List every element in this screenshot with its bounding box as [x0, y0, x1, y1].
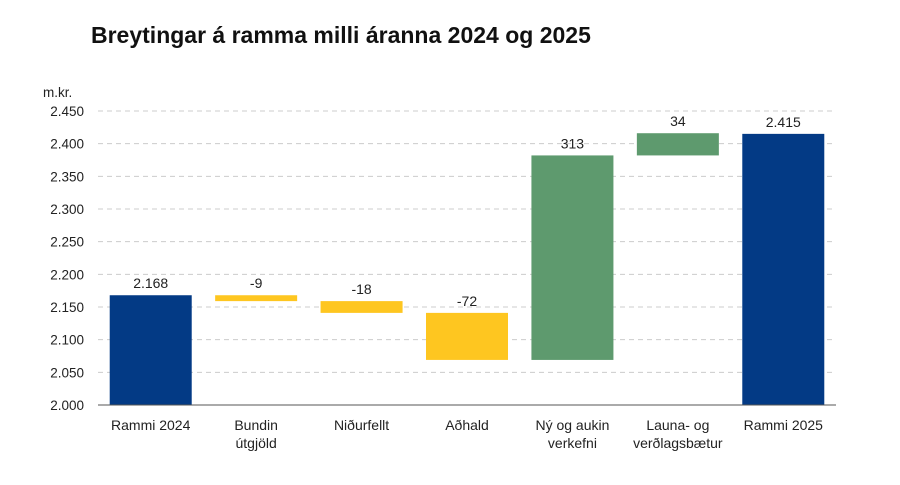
x-category-label: Launa- og	[646, 417, 709, 433]
bar	[742, 133, 825, 405]
bar	[531, 155, 614, 360]
x-category-label: Rammi 2025	[744, 417, 824, 433]
data-label: 2.168	[133, 275, 168, 291]
data-label: -72	[457, 293, 477, 309]
bar	[320, 301, 403, 313]
bar	[215, 295, 298, 302]
data-label: 34	[670, 113, 686, 129]
chart-title: Breytingar á ramma milli áranna 2024 og …	[91, 22, 591, 48]
y-tick-label: 2.350	[50, 169, 84, 184]
y-tick-label: 2.050	[50, 365, 84, 380]
grid-lines	[98, 110, 836, 373]
y-tick-label: 2.250	[50, 235, 84, 250]
y-axis-unit-label: m.kr.	[43, 85, 72, 100]
x-category-label: Ný og aukin	[535, 417, 609, 433]
data-label: 2.415	[766, 114, 801, 130]
x-category-label: Rammi 2024	[111, 417, 191, 433]
y-tick-label: 2.400	[50, 137, 84, 152]
x-category-label: verðlagsbætur	[633, 435, 723, 451]
y-tick-label: 2.100	[50, 333, 84, 348]
y-tick-label: 2.300	[50, 202, 84, 217]
bars	[109, 133, 825, 405]
data-label: 313	[561, 135, 585, 151]
y-tick-label: 2.450	[50, 104, 84, 119]
y-tick-label: 2.150	[50, 300, 84, 315]
x-category-label: Aðhald	[445, 417, 489, 433]
data-labels: 2.168 -9 -18 -72 313 34 2.415	[133, 113, 801, 309]
y-axis-ticks: 2.000 2.050 2.100 2.150 2.200 2.250 2.300 2.350…	[50, 104, 84, 413]
bar	[636, 133, 719, 156]
x-category-label: útgjöld	[236, 435, 277, 451]
y-tick-label: 2.200	[50, 267, 84, 282]
bar	[426, 312, 508, 360]
bar	[109, 295, 192, 405]
data-label: -18	[351, 281, 371, 297]
x-category-label: Bundin	[234, 417, 278, 433]
x-category-label: Niðurfellt	[334, 417, 389, 433]
y-tick-label: 2.000	[50, 398, 84, 413]
data-label: -9	[250, 275, 263, 291]
x-category-label: verkefni	[548, 435, 597, 451]
x-axis-categories: Rammi 2024 Bundin útgjöld Niðurfellt Aðhald N…	[111, 417, 823, 451]
